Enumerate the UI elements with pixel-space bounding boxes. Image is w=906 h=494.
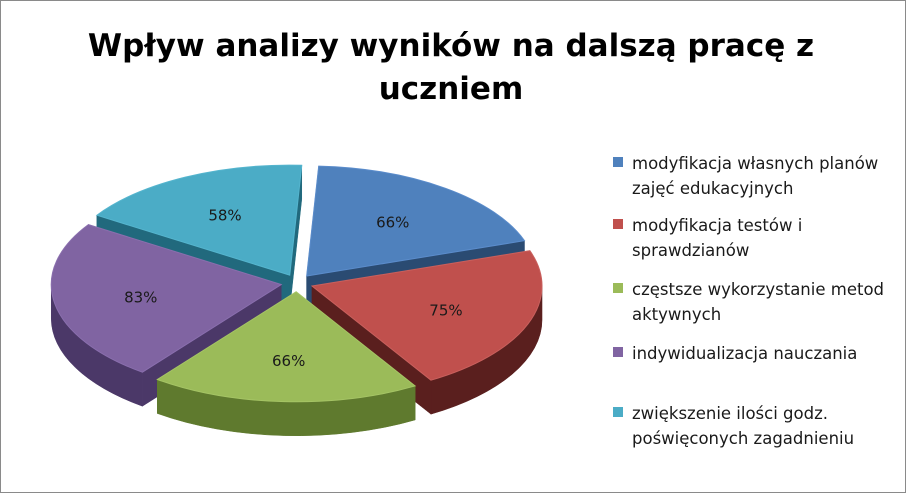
legend-swatch (613, 157, 623, 167)
pie-slice-top (95, 164, 303, 276)
legend-item-3: częstsze wykorzystanie metod aktywnych (613, 277, 893, 327)
legend-label: indywidualizacja nauczania (632, 344, 858, 363)
legend-item-5: zwiększenie ilości godz. poświęconych za… (613, 401, 893, 451)
data-label-2: 75% (429, 301, 462, 319)
pie-slice-top (310, 250, 543, 381)
legend-swatch (613, 219, 623, 229)
data-label-4: 83% (124, 288, 157, 306)
pie-slice-top (50, 224, 283, 373)
data-label-3: 66% (272, 352, 305, 370)
legend-item-2: modyfikacja testów i sprawdzianów (613, 213, 893, 263)
legend-label: modyfikacja testów i sprawdzianów (632, 216, 803, 260)
legend-label: częstsze wykorzystanie metod aktywnych (632, 280, 885, 324)
legend-item-4: indywidualizacja nauczania (613, 341, 893, 366)
pie-slice-top (306, 165, 526, 277)
legend-swatch (613, 347, 623, 357)
data-label-1: 66% (376, 214, 409, 232)
data-label-5: 58% (208, 206, 241, 224)
legend-swatch (613, 407, 623, 417)
legend-item-1: modyfikacja własnych planów zajęć edukac… (613, 151, 893, 201)
legend-label: zwiększenie ilości godz. poświęconych za… (632, 404, 855, 448)
pie-slice-top (156, 291, 417, 403)
legend-swatch (613, 283, 623, 293)
chart-title: Wpływ analizy wyników na dalszą pracę z … (87, 28, 815, 107)
legend-label: modyfikacja własnych planów zajęć edukac… (632, 154, 879, 198)
pie-slice-3 (156, 291, 417, 437)
